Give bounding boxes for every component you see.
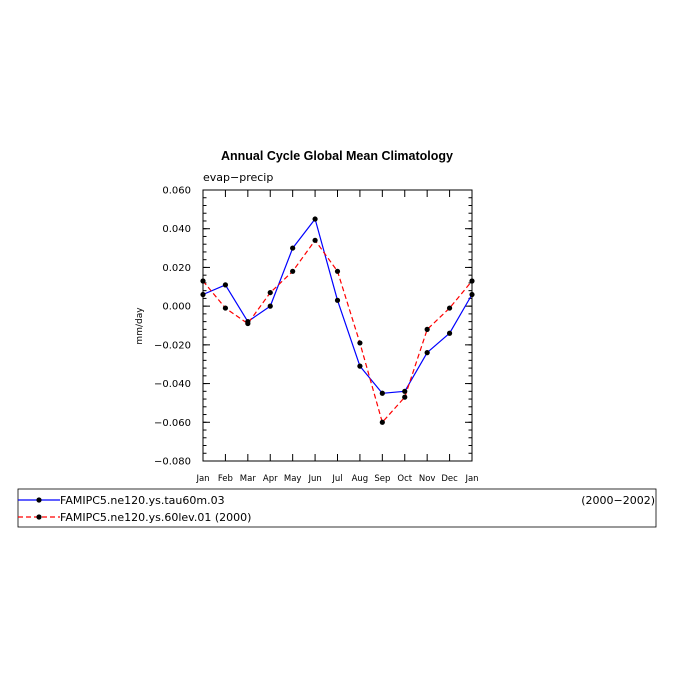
x-tick-label: Oct [397,474,412,484]
x-tick-label: Dec [441,474,458,484]
series-1-point [334,297,341,303]
y-tick-label: −0.020 [154,340,191,351]
series-2-point [222,305,229,311]
legend-label-2-name: FAMIPC5.ne120.ys.60lev.01 [60,511,211,524]
x-tick-label: Jan [464,474,478,484]
legend-box [17,488,657,528]
series-1-point [402,388,408,394]
x-tick-label: Jul [331,474,342,484]
series-2-point [469,278,475,284]
series-line-1 [202,218,473,394]
series-line-2 [202,239,473,423]
series-1-point [424,350,430,356]
series-2-point [267,289,273,296]
y-axis-label: mm/day [135,307,145,345]
y-tick-label: −0.040 [154,379,191,390]
series-2-point [446,305,453,311]
series-1-point [379,390,385,396]
legend-entry-1: FAMIPC5.ne120.ys.tau60m.03 (2000−2002) [18,494,655,507]
y-tick-label: −0.060 [154,418,191,429]
series-1-point [267,303,273,309]
x-tick-label: Apr [263,474,278,484]
series-layer [200,216,475,425]
series-2-point [334,268,341,274]
legend-label-1: FAMIPC5.ne120.ys.tau60m.03 [60,494,225,507]
series-1-point [312,216,318,222]
chart-title: Annual Cycle Global Mean Climatology [221,149,453,163]
series-2-point [379,419,385,425]
y-tick-label: 0.060 [162,186,191,197]
legend-marker-1 [36,497,42,503]
series-1-point [290,245,296,251]
series-1-point [222,282,229,288]
x-tick-label: Sep [374,474,390,484]
legend-period-2: (2000) [215,511,252,524]
series-1-point [357,363,363,369]
legend-marker-2 [36,514,42,520]
x-tick-label: Jan [195,474,209,484]
legend-entry-2: FAMIPC5.ne120.ys.60lev.01 (2000) [18,511,251,524]
axis-ticks [202,189,473,462]
x-tick-label: Aug [352,474,369,484]
x-tick-label: Mar [240,474,257,484]
series-2-point [424,326,430,332]
series-2-point [245,320,251,327]
series-1-point [200,291,206,298]
x-tick-label: Jun [307,474,321,484]
series-1-point [469,291,475,298]
x-tick-labels: Jan Feb Mar Apr May Jun Jul Aug Sep Oct Nov Dec Jan [195,474,478,484]
y-tick-label: 0.020 [162,263,191,274]
x-tick-label: Feb [218,474,233,484]
series-2-point [200,278,206,284]
legend-period-1: (2000−2002) [581,494,655,507]
y-tick-label: 0.040 [162,224,191,235]
chart-subtitle: evap−precip [203,171,273,184]
y-tick-labels: 0.060 0.040 0.020 0.000 −0.020 −0.040 −0.060 −0… [154,186,191,468]
series-2-point [290,268,296,274]
legend-label-2: FAMIPC5.ne120.ys.60lev.01 (2000) [60,511,251,524]
x-tick-label: Nov [419,474,436,484]
y-tick-label: −0.080 [154,457,191,468]
series-2-point [402,394,408,400]
series-2-point [312,237,318,243]
x-tick-label: May [284,474,302,484]
series-2-point [357,340,363,346]
series-1-point [446,330,453,336]
y-tick-label: 0.000 [162,302,191,313]
